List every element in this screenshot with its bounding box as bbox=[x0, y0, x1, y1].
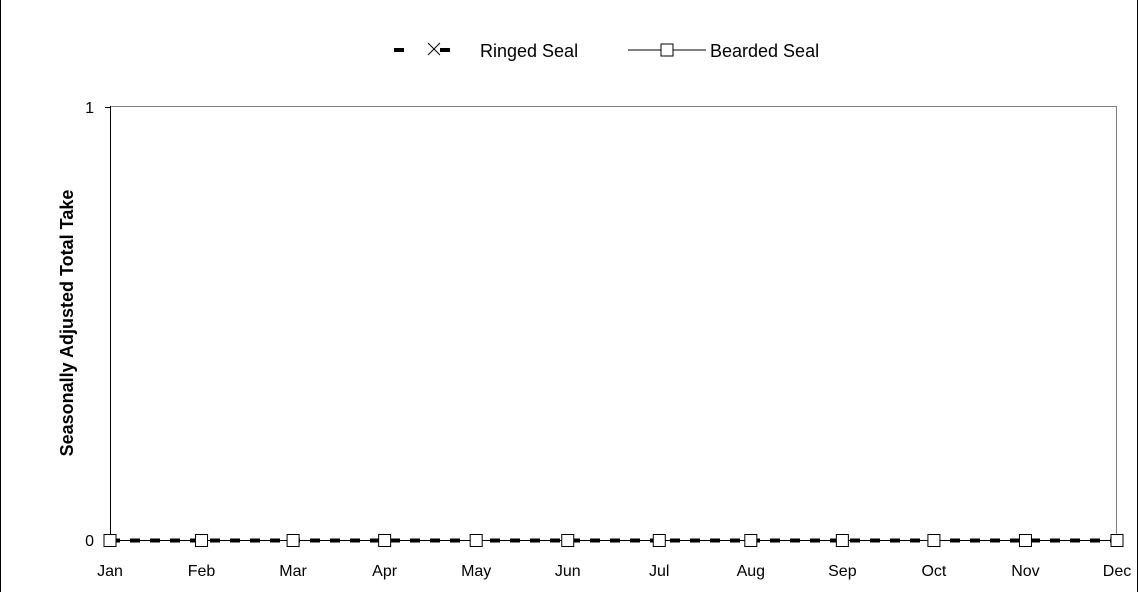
series-layer bbox=[103, 534, 1124, 547]
y-tick-label: 1 bbox=[85, 100, 94, 117]
x-tick-label: Nov bbox=[1011, 563, 1039, 580]
x-tick-label: Aug bbox=[737, 563, 765, 580]
data-point-bearded-seal bbox=[378, 534, 392, 547]
x-tick-label: Jul bbox=[649, 563, 669, 580]
axis-ticks: 0 1 Jan Feb Mar Apr May Jun Jul Aug Sep Oct Nov Dec bbox=[85, 100, 1131, 580]
data-point-bearded-seal bbox=[1018, 534, 1032, 547]
legend-ringed-seal-marker bbox=[427, 42, 441, 56]
y-axis-title: Seasonally Adjusted Total Take bbox=[57, 190, 77, 457]
data-point-bearded-seal bbox=[744, 534, 758, 547]
y-tick-label: 0 bbox=[85, 533, 94, 550]
data-point-bearded-seal bbox=[1110, 534, 1124, 547]
x-tick-label: May bbox=[461, 563, 491, 580]
legend-item-ringed-seal: Ringed Seal bbox=[394, 41, 578, 61]
plot-area bbox=[110, 106, 1117, 541]
x-tick-label: Oct bbox=[921, 563, 946, 580]
data-point-bearded-seal bbox=[286, 534, 300, 547]
x-tick-label: Apr bbox=[372, 563, 398, 580]
data-point-bearded-seal bbox=[469, 534, 483, 547]
data-point-bearded-seal bbox=[652, 534, 666, 547]
legend-item-bearded-seal: Bearded Seal bbox=[628, 41, 819, 61]
x-tick-label: Feb bbox=[188, 563, 216, 580]
data-point-bearded-seal bbox=[103, 534, 117, 547]
legend-ringed-seal-label: Ringed Seal bbox=[480, 41, 578, 61]
data-point-bearded-seal bbox=[835, 534, 849, 547]
data-point-bearded-seal bbox=[561, 534, 575, 547]
legend: Ringed Seal Bearded Seal bbox=[394, 41, 819, 61]
x-tick-label: Mar bbox=[279, 563, 307, 580]
legend-bearded-seal-marker bbox=[660, 43, 674, 57]
data-point-bearded-seal bbox=[195, 534, 209, 547]
data-point-bearded-seal bbox=[927, 534, 941, 547]
x-tick-label: Sep bbox=[828, 563, 857, 580]
legend-bearded-seal-label: Bearded Seal bbox=[710, 41, 819, 61]
x-tick-label: Jan bbox=[97, 563, 123, 580]
x-tick-label: Dec bbox=[1103, 563, 1131, 580]
x-tick-label: Jun bbox=[555, 563, 581, 580]
